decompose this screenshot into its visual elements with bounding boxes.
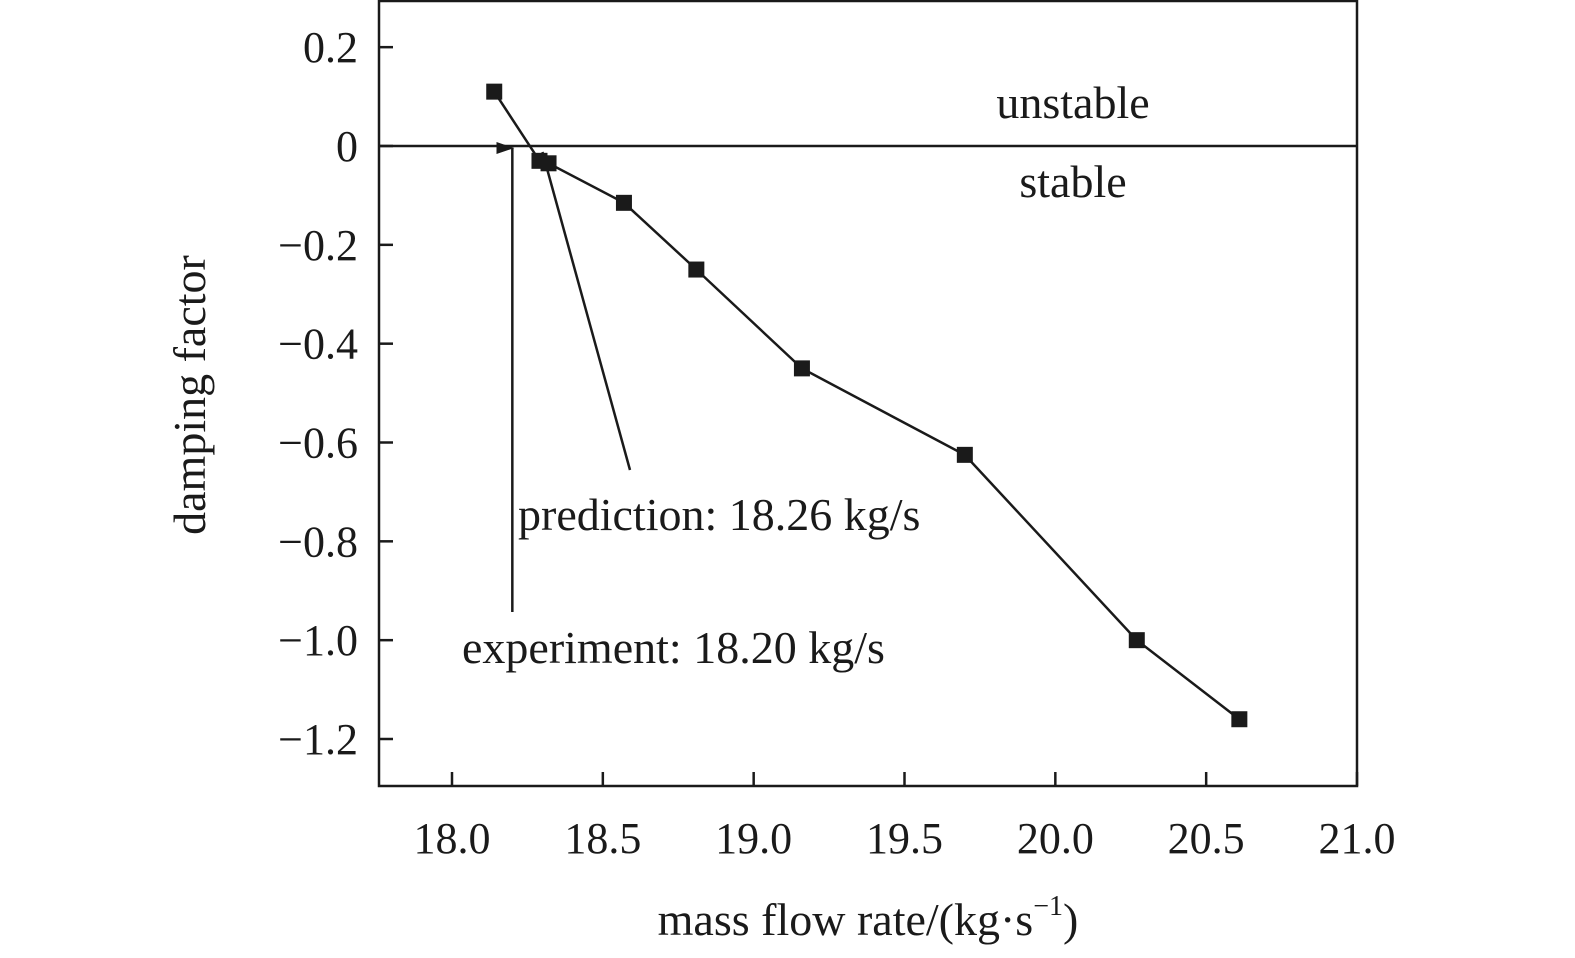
region-label-stable: stable — [1019, 156, 1126, 207]
y-tick-label: −0.4 — [278, 320, 358, 369]
y-tick-label: 0 — [336, 122, 358, 171]
x-tick-label: 21.0 — [1319, 814, 1396, 863]
data-point — [1128, 632, 1145, 649]
plot-frame — [377, 0, 1359, 788]
prediction-pointer-line — [541, 151, 632, 471]
data-point — [956, 446, 973, 463]
y-tick-label: −1.0 — [278, 616, 358, 665]
prediction-annotation: prediction: 18.26 kg/s — [518, 489, 920, 540]
x-axis-ticks: 18.0 18.5 19.0 19.5 20.0 20.5 21.0 — [414, 772, 1396, 863]
x-tick-label: 18.0 — [414, 814, 491, 863]
x-tick-label: 20.5 — [1168, 814, 1245, 863]
data-point — [793, 360, 810, 377]
experiment-annotation: experiment: 18.20 kg/s — [462, 622, 885, 673]
x-tick-label: 19.0 — [715, 814, 792, 863]
y-tick-label: −1.2 — [278, 715, 358, 764]
y-tick-label: −0.8 — [278, 517, 358, 566]
data-markers — [486, 83, 1248, 728]
x-axis-title-superscript: −1 — [1033, 891, 1063, 922]
x-axis-title-end: ) — [1063, 894, 1078, 945]
data-point — [1231, 711, 1248, 728]
x-tick-label: 18.5 — [564, 814, 641, 863]
y-tick-label: −0.6 — [278, 419, 358, 468]
x-axis-title: mass flow rate/(kg·s−1) — [658, 891, 1079, 945]
y-tick-label: −0.2 — [278, 221, 358, 270]
data-point — [688, 261, 705, 278]
region-label-unstable: unstable — [996, 77, 1149, 128]
x-tick-label: 20.0 — [1017, 814, 1094, 863]
y-axis-title: damping factor — [164, 255, 215, 535]
data-point — [486, 83, 503, 100]
y-tick-label: 0.2 — [303, 23, 358, 72]
y-axis-ticks: 0.2 0 −0.2 −0.4 −0.6 −0.8 −1.0 −1.2 — [278, 23, 393, 764]
data-point — [615, 194, 632, 211]
x-tick-label: 19.5 — [866, 814, 943, 863]
